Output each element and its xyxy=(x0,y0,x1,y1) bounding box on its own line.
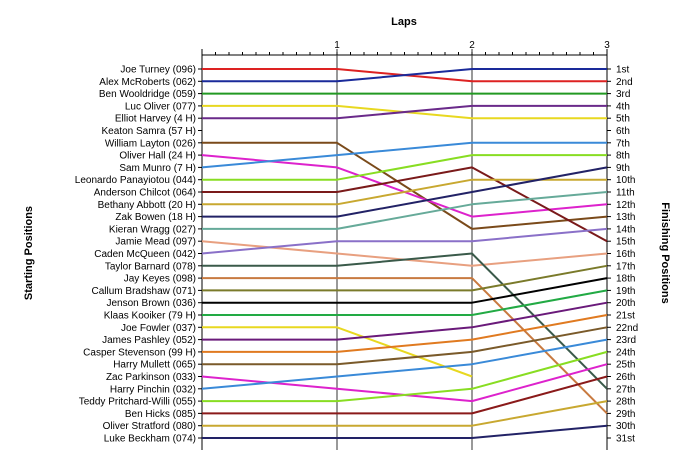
series-line xyxy=(202,252,608,390)
driver-label: Caden McQueen (042) xyxy=(94,249,196,260)
finish-position-label: 28th xyxy=(616,397,635,408)
series-layer xyxy=(201,68,608,439)
finish-position-label: 25th xyxy=(616,360,635,371)
driver-label: Jenson Brown (036) xyxy=(107,298,197,309)
series-line xyxy=(202,191,608,230)
finish-position-label: 23rd xyxy=(616,335,636,346)
grid-layer xyxy=(198,49,611,450)
driver-label: Alex McRoberts (062) xyxy=(99,77,196,88)
driver-label: Jay Keyes (098) xyxy=(124,274,196,285)
series-line xyxy=(202,375,608,415)
driver-label: Casper Stevenson (99 H) xyxy=(83,347,196,358)
driver-label: Elliot Harvey (4 H) xyxy=(115,114,196,125)
driver-label: Oliver Hall (24 H) xyxy=(119,151,196,162)
finish-position-label: 10th xyxy=(616,175,635,186)
series-line xyxy=(201,227,608,255)
driver-label: Zak Bowen (18 H) xyxy=(115,212,196,223)
series-line xyxy=(202,166,608,218)
finish-position-label: 4th xyxy=(616,101,630,112)
driver-label: James Pashley (052) xyxy=(102,335,196,346)
finish-position-label: 2nd xyxy=(616,77,633,88)
series-line xyxy=(202,277,608,304)
series-line xyxy=(202,104,607,120)
finish-position-label: 16th xyxy=(616,249,635,260)
driver-label: Klaas Kooiker (79 H) xyxy=(104,311,196,322)
finish-position-label: 27th xyxy=(616,384,635,395)
finish-position-label: 31st xyxy=(616,434,635,445)
right-axis-title: Finishing Positions xyxy=(659,202,671,303)
series-line xyxy=(201,338,608,390)
x-axis-title: Laps xyxy=(391,16,417,28)
finish-position-label: 17th xyxy=(616,261,635,272)
driver-label: Oliver Stratford (080) xyxy=(103,421,196,432)
driver-label: Sam Munro (7 H) xyxy=(119,163,196,174)
series-line xyxy=(202,301,608,341)
finish-position-label: 26th xyxy=(616,372,635,383)
series-line xyxy=(202,289,608,316)
finish-position-label: 8th xyxy=(616,151,630,162)
series-line xyxy=(202,264,608,292)
finish-position-label: 12th xyxy=(616,200,635,211)
driver-label: Luc Oliver (077) xyxy=(125,101,196,112)
finish-position-label: 30th xyxy=(616,421,635,432)
series-line xyxy=(202,141,608,230)
finish-position-label: 13th xyxy=(616,212,635,223)
finish-position-label: 20th xyxy=(616,298,635,309)
x-tick-label: 3 xyxy=(604,40,610,51)
series-line xyxy=(201,141,607,169)
driver-label: Anderson Chilcot (064) xyxy=(94,188,196,199)
finish-position-label: 19th xyxy=(616,286,635,297)
series-line xyxy=(202,424,608,439)
driver-label: Joe Turney (096) xyxy=(120,65,196,76)
series-line xyxy=(202,166,608,243)
series-line xyxy=(202,326,473,378)
driver-label: Harry Mullett (065) xyxy=(113,360,196,371)
finish-position-label: 6th xyxy=(616,126,630,137)
driver-label: Keaton Samra (57 H) xyxy=(102,126,197,137)
finish-position-label: 1st xyxy=(616,65,630,76)
driver-label: Zac Parkinson (033) xyxy=(106,372,196,383)
driver-label: Harry Pinchin (032) xyxy=(110,384,196,395)
finish-position-label: 22nd xyxy=(616,323,638,334)
finish-position-label: 14th xyxy=(616,224,635,235)
driver-label: Bethany Abbott (20 H) xyxy=(98,200,196,211)
driver-label: Taylor Barnard (078) xyxy=(105,261,196,272)
series-line xyxy=(202,154,607,181)
series-line xyxy=(202,400,608,427)
finish-position-label: 18th xyxy=(616,274,635,285)
driver-label: William Layton (026) xyxy=(105,138,196,149)
finish-position-label: 24th xyxy=(616,347,635,358)
finish-position-label: 21st xyxy=(616,311,635,322)
driver-label: Joe Fowler (037) xyxy=(121,323,196,334)
driver-label: Jamie Mead (097) xyxy=(115,237,196,248)
driver-label: Leonardo Panayiotou (044) xyxy=(75,175,196,186)
driver-label: Callum Bradshaw (071) xyxy=(92,286,197,297)
left-axis-title: Starting Positions xyxy=(23,206,35,300)
driver-label: Luke Beckham (074) xyxy=(104,434,196,445)
series-line xyxy=(202,350,608,403)
driver-label: Ben Hicks (085) xyxy=(125,409,196,420)
finish-position-label: 7th xyxy=(616,138,630,149)
driver-label: Kieran Wragg (027) xyxy=(109,224,196,235)
finish-position-label: 15th xyxy=(616,237,635,248)
series-line xyxy=(202,68,607,83)
series-line xyxy=(202,314,608,353)
driver-label: Ben Wooldridge (059) xyxy=(99,89,196,100)
finish-position-label: 29th xyxy=(616,409,635,420)
finish-position-label: 3rd xyxy=(616,89,630,100)
finish-position-label: 5th xyxy=(616,114,630,125)
finish-position-label: 11th xyxy=(616,188,635,199)
series-line xyxy=(201,240,608,267)
x-tick-label: 1 xyxy=(334,40,340,51)
series-line xyxy=(202,277,608,415)
driver-label: Teddy Pritchard-Willi (055) xyxy=(79,397,196,408)
series-line xyxy=(202,326,608,366)
x-tick-label: 2 xyxy=(469,40,475,51)
finish-position-label: 9th xyxy=(616,163,630,174)
